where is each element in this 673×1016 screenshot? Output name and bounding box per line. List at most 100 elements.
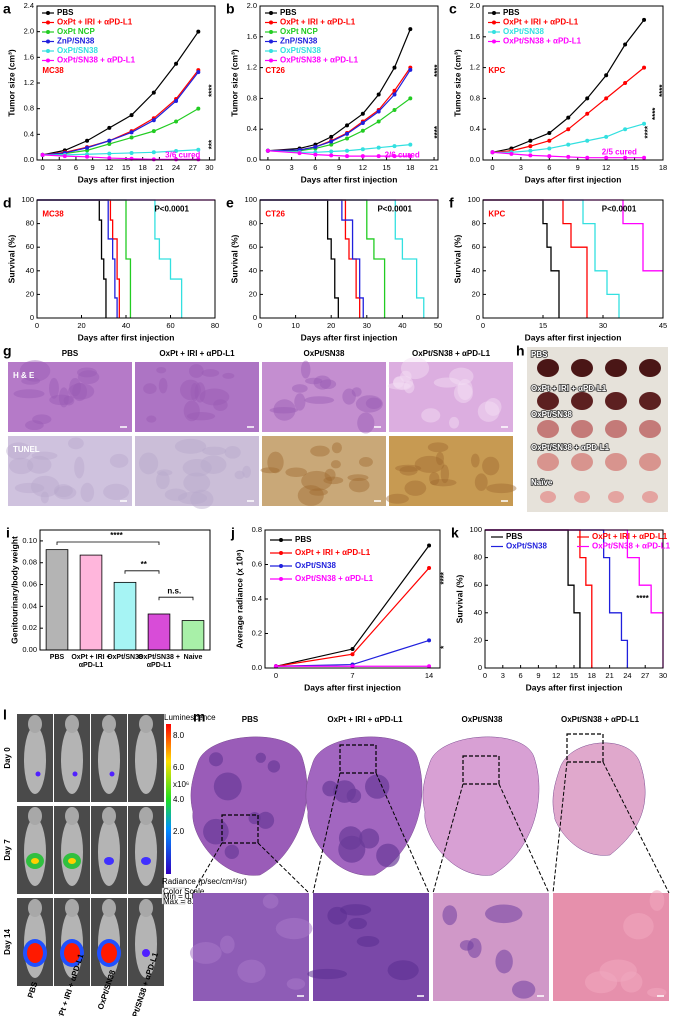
x-axis-label: Days after first injection [525,174,622,184]
legend-marker [492,30,496,34]
zoom-texture [356,935,380,947]
data-point [585,96,590,101]
x-axis-label: Days after first injection [525,332,622,342]
tissue-texture [183,400,200,422]
tissue-texture [448,416,460,429]
tissue-texture [21,377,41,385]
y-tick-label: 0.08 [22,558,37,567]
annotation: KPC [488,209,505,218]
axes-frame [36,5,216,161]
data-point [547,131,552,136]
data-point [623,42,628,47]
data-point [350,647,355,652]
legend-marker [46,30,50,34]
y-tick-label: 60 [249,242,257,251]
data-point [547,146,552,151]
y-tick-label: 1.6 [470,32,480,41]
tumor-nodule [255,752,266,763]
mouse-head [139,715,153,733]
data-point [196,70,201,75]
tumor-nodule [208,752,224,767]
column-title: OxPt/SN38 [304,349,345,358]
tissue-texture [53,484,73,498]
y-tick-label: 0 [476,313,480,322]
tumor [574,491,590,503]
survival-curve [260,199,425,318]
data-point [509,151,514,156]
tissue-texture [393,375,414,391]
tissue-texture [331,442,342,454]
legend-label: OxPt NCP [280,27,318,36]
tissue-texture [40,491,49,504]
column-title: PBS [62,349,79,358]
mouse [98,818,120,886]
data-point [151,129,156,134]
y-axis-label: Survival (%) [452,235,462,284]
tumor [639,359,661,377]
mouse-head [139,899,153,917]
data-point [642,155,647,160]
legend-label: OxPt/SN38 + αPD-L1 [57,56,136,65]
tissue-texture [433,377,461,388]
y-axis-label: Survival (%) [229,235,239,284]
data-point [107,151,112,156]
x-tick-label: 21 [605,671,613,680]
zoom-line [498,783,550,894]
zoom-texture [484,904,523,924]
annotation: CT26 [265,66,285,75]
tissue-texture [342,388,356,405]
mouse-head [28,899,42,917]
panel-label: g [3,343,12,359]
survival-curve [260,199,339,318]
tissue-texture [31,451,58,460]
tissue-texture [202,446,227,456]
x-axis-label: Days after first injection [78,332,175,342]
y-tick-label: 0.10 [22,536,37,545]
tissue-texture [323,476,344,485]
legend-marker [269,30,273,34]
y-tick-label: 40 [249,266,257,275]
tissue-texture [182,458,212,477]
tissue-texture [146,415,157,423]
tissue-texture [267,451,284,474]
tumor [605,359,627,377]
legend-marker [492,20,496,25]
colorbar-tick: 2.0 [173,827,185,836]
tissue-texture [304,396,335,404]
zoom-texture [442,905,458,926]
y-tick-label: 40 [474,608,482,617]
survival-curve [483,199,620,318]
zoom-line [602,761,670,894]
x-tick-label: 80 [211,321,219,330]
column-title: OxPt/SN38 [462,715,503,724]
scale-box [161,887,186,905]
y-tick-label: 0 [30,313,34,322]
series-line [267,69,411,152]
y-tick-label: 1.6 [24,52,34,61]
data-point [329,134,334,139]
micrograph [262,362,386,432]
data-point [196,29,201,34]
data-point [392,107,397,112]
zoom-line [552,761,568,894]
x-tick-label: 6 [313,163,317,172]
tissue-texture [305,377,323,385]
tissue-texture [392,376,404,388]
mouse-head [139,807,153,825]
axes-frame [259,5,439,161]
x-tick-label: 9 [576,163,580,172]
data-point [151,118,156,123]
x-tick-label: 21 [430,163,438,172]
mouse-head [65,807,79,825]
tissue-texture [395,464,422,472]
y-tick-label: 100 [467,195,480,204]
tissue-texture [54,485,77,500]
annotation: 2/5 cured [602,147,637,156]
tissue-texture [158,377,168,394]
tissue-texture [58,387,69,408]
x-tick-label: 12 [105,163,113,172]
annotation: n.s. [167,586,181,595]
x-tick-label: 14 [425,671,433,680]
